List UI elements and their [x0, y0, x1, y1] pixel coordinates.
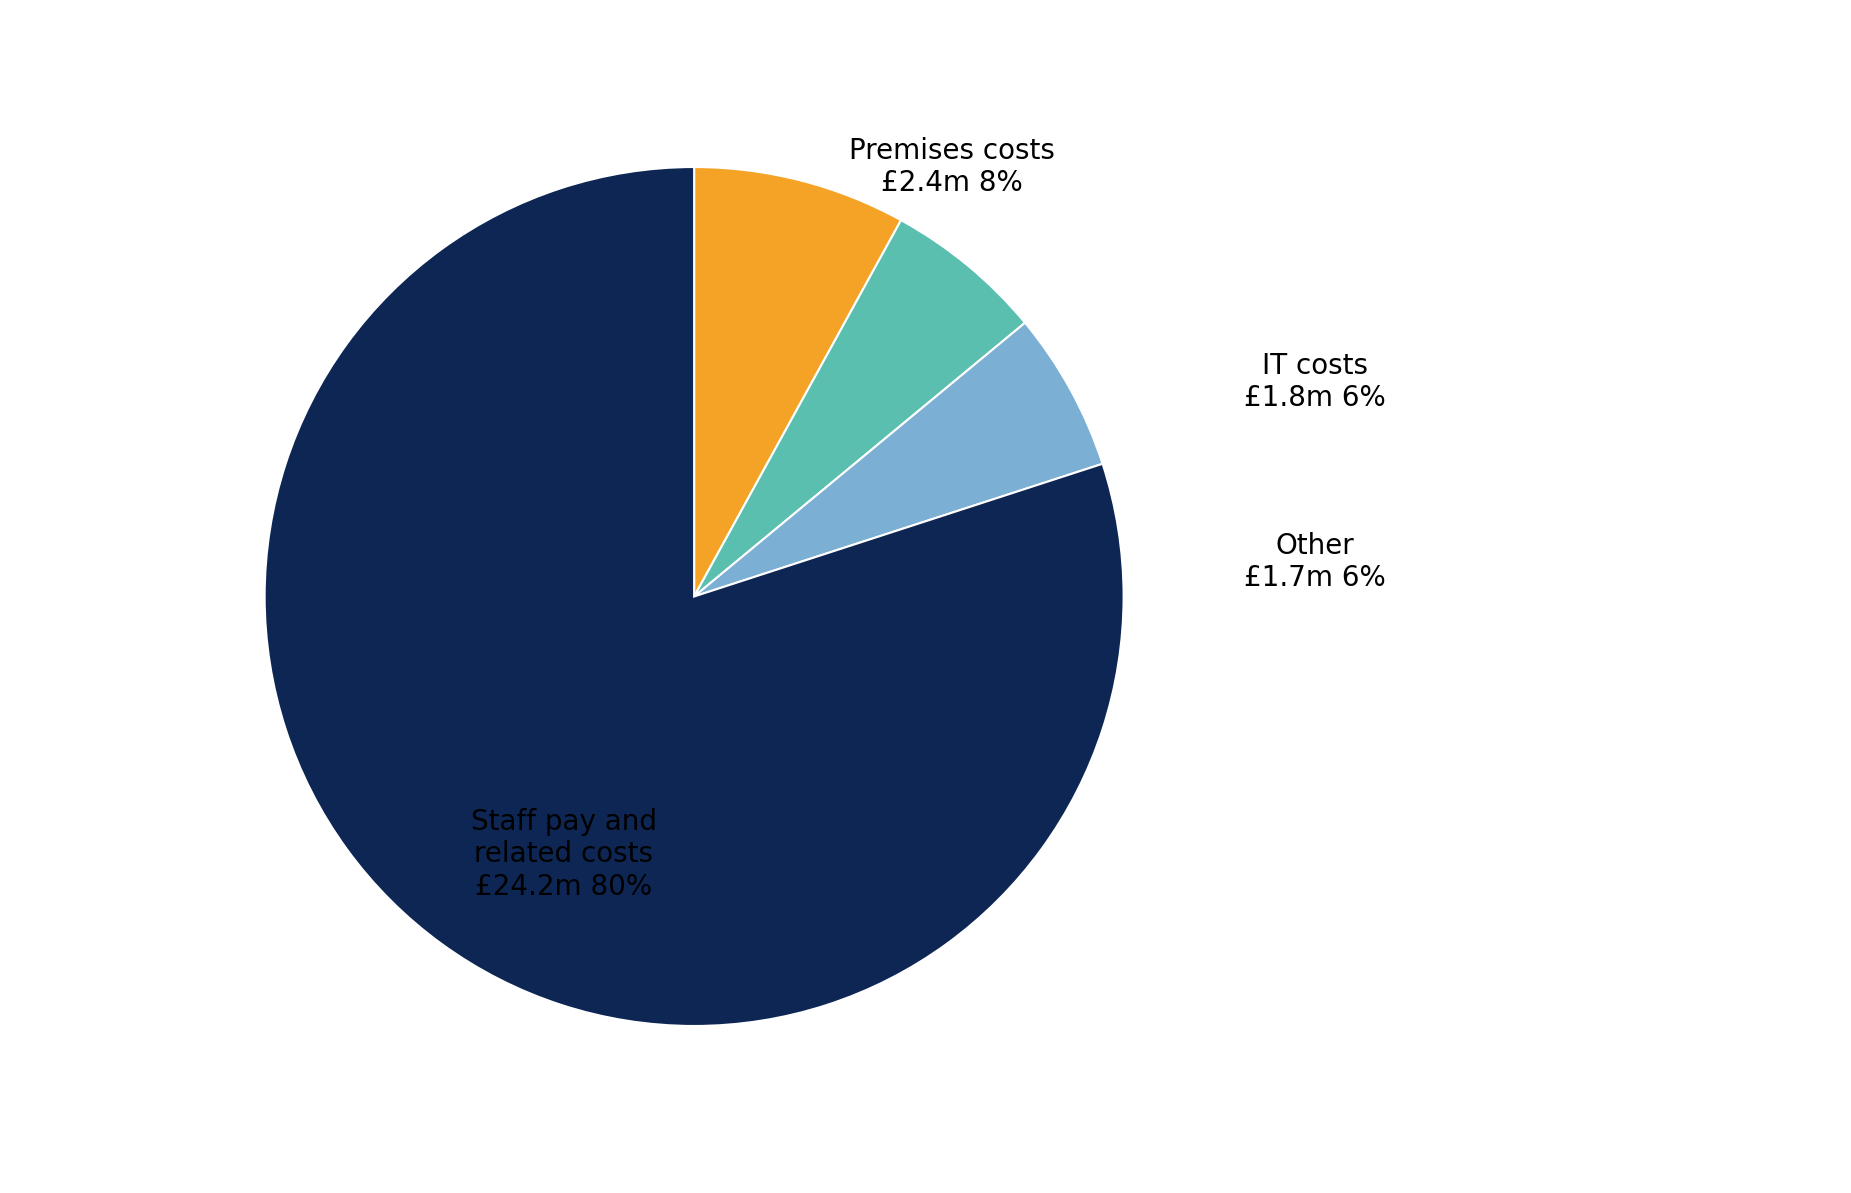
Text: IT costs
£1.8m 6%: IT costs £1.8m 6% — [1244, 352, 1386, 412]
Text: Staff pay and
related costs
£24.2m 80%: Staff pay and related costs £24.2m 80% — [470, 808, 657, 901]
Wedge shape — [694, 221, 1025, 596]
Text: Other
£1.7m 6%: Other £1.7m 6% — [1244, 532, 1386, 593]
Wedge shape — [265, 167, 1124, 1026]
Wedge shape — [694, 167, 901, 596]
Wedge shape — [694, 323, 1103, 596]
Text: Premises costs
£2.4m 8%: Premises costs £2.4m 8% — [850, 137, 1055, 197]
